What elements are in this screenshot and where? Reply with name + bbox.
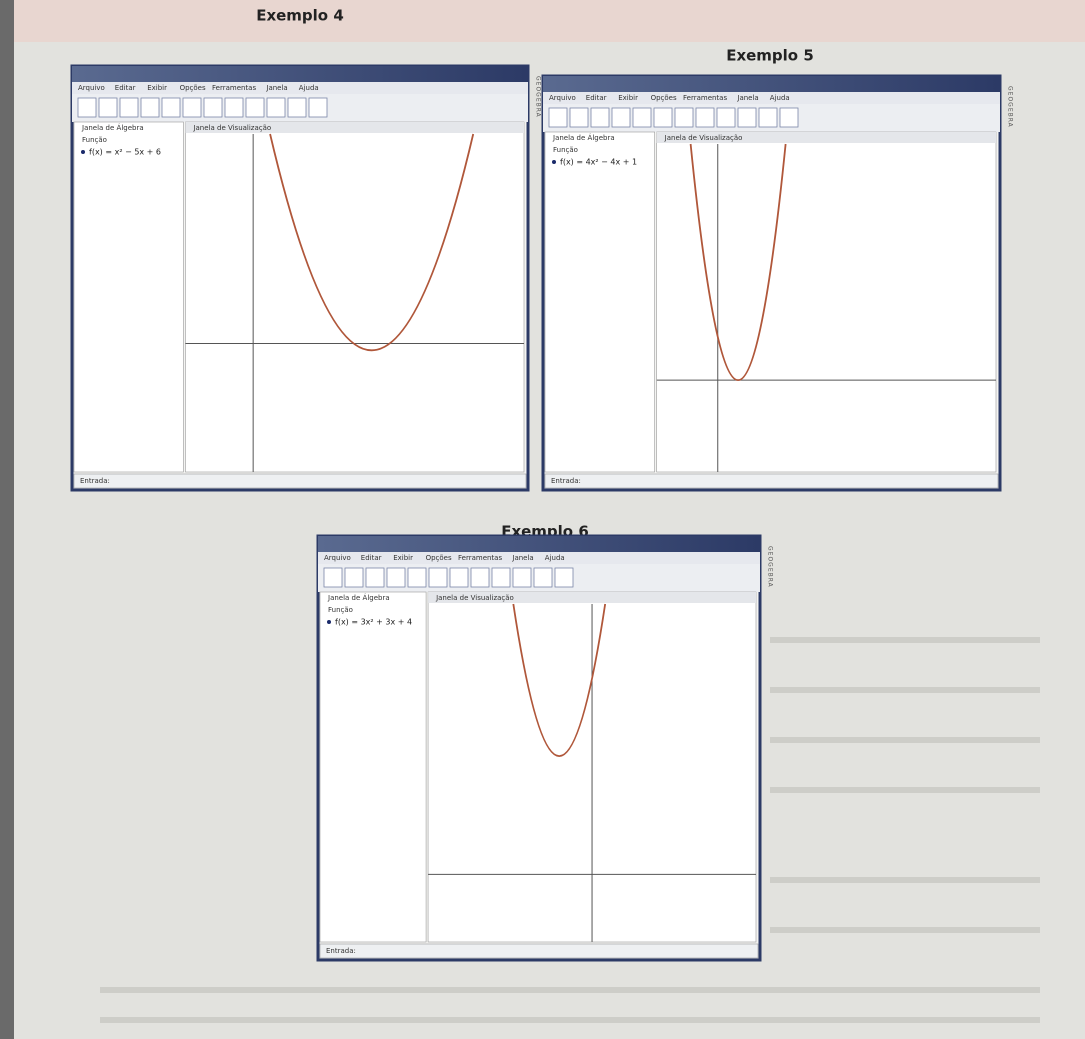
tool-icon <box>429 568 447 587</box>
tool-icon <box>654 108 672 127</box>
tool-icon <box>675 108 693 127</box>
tool-icon <box>246 98 264 117</box>
menu-item: Exibir <box>618 94 638 102</box>
section-label: Função <box>553 146 578 154</box>
menu-item: Janela <box>265 84 287 92</box>
input-bar <box>545 474 998 488</box>
tool-icon <box>267 98 285 117</box>
input-label: Entrada: <box>326 947 356 955</box>
page: {"ui": {"side_label": "GEOGEBRA", "menu"… <box>0 0 1085 1039</box>
example-heading: Exemplo 5 <box>726 47 814 65</box>
menu-bar <box>318 552 760 564</box>
page-canvas: Exemplo 4 Arquivo Editar Exibir Opções Ferram… <box>0 0 1085 1039</box>
menu-item: Editar <box>361 554 382 562</box>
tool-icon <box>225 98 243 117</box>
tool-icon <box>555 568 573 587</box>
menu-item: Janela <box>736 94 758 102</box>
tool-icon <box>570 108 588 127</box>
tool-icon <box>759 108 777 127</box>
menu-item: Arquivo <box>324 554 351 562</box>
section-label: Função <box>328 606 353 614</box>
title-bar <box>318 536 760 552</box>
menu-item: Ajuda <box>545 554 565 562</box>
geogebra-window: Arquivo Editar Exibir Opções Ferramentas Jane… <box>72 66 542 490</box>
menu-item: Ajuda <box>299 84 319 92</box>
title-bar <box>543 76 1000 92</box>
tool-icon <box>612 108 630 127</box>
menu-item: Opções <box>426 554 452 562</box>
algebra-pane <box>320 592 426 942</box>
tool-icon <box>162 98 180 117</box>
tool-icon <box>408 568 426 587</box>
algebra-pane <box>545 132 655 472</box>
tool-icon <box>366 568 384 587</box>
view-title: Janela de Visualização <box>435 594 514 602</box>
menu-item: Ajuda <box>770 94 790 102</box>
tool-icon <box>324 568 342 587</box>
menu-item: Arquivo <box>78 84 105 92</box>
menu-item: Exibir <box>393 554 413 562</box>
tool-icon <box>696 108 714 127</box>
menu-item: Janela <box>511 554 533 562</box>
title-bar <box>72 66 528 82</box>
tool-icon <box>591 108 609 127</box>
input-label: Entrada: <box>551 477 581 485</box>
algebra-pane <box>74 122 183 472</box>
menu-item: Arquivo <box>549 94 576 102</box>
tool-icon <box>492 568 510 587</box>
menu-item: Ferramentas <box>212 84 256 92</box>
view-pane <box>657 132 996 472</box>
tool-icon <box>549 108 567 127</box>
input-bar <box>320 944 758 958</box>
view-title: Janela de Visualização <box>664 134 743 142</box>
menu-item: Exibir <box>147 84 167 92</box>
tool-icon <box>288 98 306 117</box>
tool-icon <box>78 98 96 117</box>
side-label: GEOGEBRA <box>535 76 542 118</box>
tool-icon <box>204 98 222 117</box>
tool-icon <box>471 568 489 587</box>
function-label: f(x) = 3x² + 3x + 4 <box>335 618 412 627</box>
page-edge <box>0 0 14 1039</box>
function-bullet <box>552 160 556 164</box>
view-pane <box>185 122 524 472</box>
function-label: f(x) = 4x² − 4x + 1 <box>560 158 637 167</box>
tool-icon <box>120 98 138 117</box>
tool-icon <box>717 108 735 127</box>
function-bullet <box>327 620 331 624</box>
menu-item: Ferramentas <box>458 554 502 562</box>
algebra-title: Janela de Álgebra <box>81 123 144 132</box>
tool-icon <box>345 568 363 587</box>
function-bullet <box>81 150 85 154</box>
tool-icon <box>738 108 756 127</box>
top-strip <box>0 0 1085 42</box>
input-bar <box>74 474 526 488</box>
tool-icon <box>387 568 405 587</box>
tool-icon <box>780 108 798 127</box>
menu-item: Editar <box>115 84 136 92</box>
tool-icon <box>309 98 327 117</box>
function-label: f(x) = x² − 5x + 6 <box>89 148 161 157</box>
tool-icon <box>513 568 531 587</box>
geogebra-window: Arquivo Editar Exibir Opções Ferramentas Jane… <box>543 76 1014 490</box>
menu-item: Ferramentas <box>683 94 727 102</box>
view-title: Janela de Visualização <box>192 124 271 132</box>
algebra-title: Janela de Álgebra <box>327 593 390 602</box>
geogebra-window: Arquivo Editar Exibir Opções Ferramentas Jane… <box>318 536 774 960</box>
tool-icon <box>534 568 552 587</box>
tool-icon <box>183 98 201 117</box>
side-label: GEOGEBRA <box>767 546 774 588</box>
menu-item: Opções <box>180 84 206 92</box>
tool-icon <box>450 568 468 587</box>
tool-icon <box>633 108 651 127</box>
menu-item: Editar <box>586 94 607 102</box>
algebra-title: Janela de Álgebra <box>552 133 615 142</box>
section-label: Função <box>82 136 107 144</box>
menu-item: Opções <box>651 94 677 102</box>
input-label: Entrada: <box>80 477 110 485</box>
tool-icon <box>99 98 117 117</box>
example-heading: Exemplo 4 <box>256 7 344 25</box>
side-label: GEOGEBRA <box>1007 86 1014 128</box>
tool-icon <box>141 98 159 117</box>
